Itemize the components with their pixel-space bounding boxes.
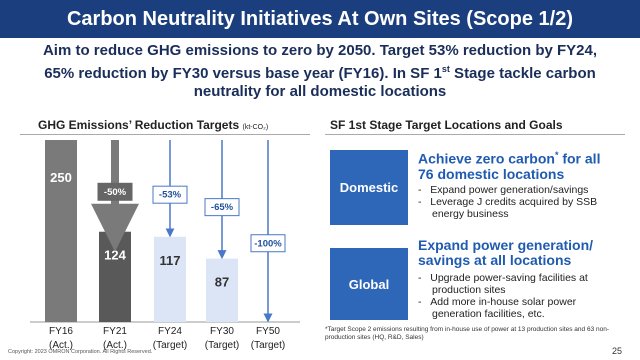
goal-heading-text: Expand power generation/ savings at all … <box>418 237 594 268</box>
goal-bullets: Expand power generation/savingsLeverage … <box>418 184 618 220</box>
unit: (kt-CO₂) <box>242 124 269 131</box>
goal-bullet: Add more in-house solar power generation… <box>418 296 618 320</box>
chart-heading: GHG Emissions’ Reduction Targets (kt-CO₂… <box>38 118 268 132</box>
category-label: FY16 <box>49 326 73 337</box>
value-label: 124 <box>104 248 126 263</box>
value-label: 250 <box>50 170 72 185</box>
copyright: Copyright: 2023 OMRON Corporation. All R… <box>8 349 153 355</box>
category-label: FY24 <box>158 326 182 337</box>
reduction-label: -53% <box>159 190 182 201</box>
bar <box>99 231 131 322</box>
goal-bullet: Upgrade power-saving facilities at produ… <box>418 272 618 296</box>
category-label: FY50 <box>256 326 280 337</box>
value-label: 87 <box>215 275 229 290</box>
goal-heading: Expand power generation/ savings at all … <box>418 238 618 268</box>
value-label: 117 <box>160 253 181 268</box>
footnote: *Target Scope 2 emissions resulting from… <box>325 326 609 341</box>
divider <box>20 134 310 135</box>
superscript: st <box>441 64 450 74</box>
bar <box>206 258 238 322</box>
page-number: 25 <box>612 346 623 356</box>
category-label: FY30 <box>210 326 234 337</box>
reduction-box <box>152 185 188 204</box>
subtitle: Aim to reduce GHG emissions to zero by 2… <box>30 42 610 101</box>
goals-title: SF 1st Stage Target Locations and Goals <box>330 118 563 132</box>
goal-bullet: Expand power generation/savings <box>418 184 618 196</box>
category-note: (Target) <box>251 340 285 351</box>
chart: FY16 (Act.) 250 FY21 (Act.) 124 -50% FY24 (Targe… <box>30 140 300 351</box>
location-box: Global <box>330 248 408 320</box>
subtitle-text: Aim to reduce GHG emissions to zero by 2… <box>42 42 598 82</box>
chart-title: GHG Emissions’ Reduction Targets <box>38 118 240 132</box>
bar <box>45 140 77 322</box>
category-note: (Act.) <box>49 340 73 351</box>
reduction-label: -100% <box>254 238 282 249</box>
divider <box>325 134 625 135</box>
location-box: Domestic <box>330 150 408 225</box>
reduction-label: -65% <box>211 202 234 213</box>
slide-title: Carbon Neutrality Initiatives At Own Sit… <box>0 0 640 38</box>
category-note: (Target) <box>205 340 239 351</box>
goal-heading-text: for all 76 domestic locations <box>418 150 601 182</box>
reduction-box <box>204 198 240 217</box>
bar <box>154 236 186 322</box>
goal-bullet: Leverage J credits acquired by SSB energ… <box>418 196 618 220</box>
goal-heading-text: * <box>554 150 559 160</box>
subtitle-text: Stage tackle carbon neutrality for all d… <box>193 65 596 100</box>
goal-heading-text: Achieve zero carbon <box>418 150 555 167</box>
category-label: FY21 <box>103 326 127 337</box>
reduction-box <box>97 182 133 201</box>
goal-heading: Achieve zero carbon* for all 76 domestic… <box>418 148 618 182</box>
reduction-box <box>250 234 286 253</box>
goal-bullets: Upgrade power-saving facilities at produ… <box>418 272 618 320</box>
category-note: (Target) <box>153 340 187 351</box>
reduction-label: -50% <box>104 187 127 198</box>
category-note: (Act.) <box>103 340 127 351</box>
